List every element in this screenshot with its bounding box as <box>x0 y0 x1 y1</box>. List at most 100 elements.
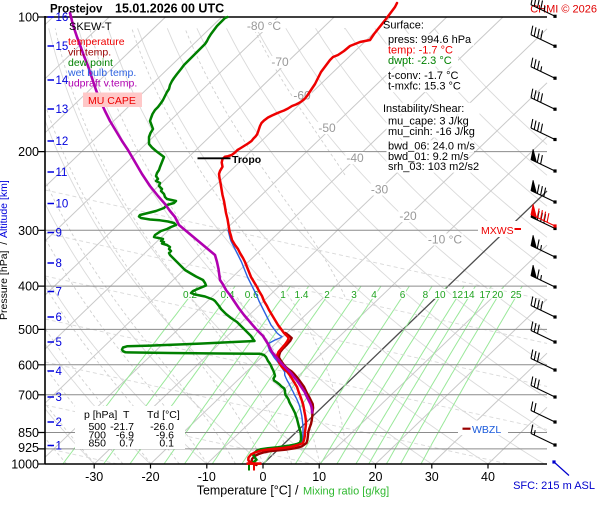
svg-text:Altitude [km]: Altitude [km] <box>0 180 10 238</box>
svg-text:p [hPa]: p [hPa] <box>84 409 117 421</box>
svg-text:12: 12 <box>452 290 464 301</box>
svg-text:dew point: dew point <box>68 57 113 69</box>
svg-text:Pressure [hPa] /: Pressure [hPa] / <box>0 239 10 320</box>
svg-text:9: 9 <box>56 228 62 240</box>
svg-text:bwd_01: 9.2 m/s: bwd_01: 9.2 m/s <box>388 151 469 163</box>
svg-text:MU CAPE: MU CAPE <box>88 95 136 107</box>
svg-text:400: 400 <box>18 280 39 294</box>
svg-text:press: 994.6 hPa: press: 994.6 hPa <box>388 34 472 46</box>
svg-text:850: 850 <box>18 426 39 440</box>
svg-text:Td [°C]: Td [°C] <box>147 409 180 421</box>
svg-text:t-conv: -1.7 °C: t-conv: -1.7 °C <box>388 70 458 82</box>
svg-text:SKEW-T: SKEW-T <box>69 21 112 33</box>
svg-text:-20: -20 <box>141 470 159 484</box>
svg-text:15: 15 <box>56 41 69 53</box>
svg-text:16: 16 <box>56 12 69 24</box>
svg-text:bwd_06: 24.0 m/s: bwd_06: 24.0 m/s <box>388 141 475 153</box>
svg-text:200: 200 <box>18 145 39 159</box>
svg-text:Surface:: Surface: <box>383 20 424 32</box>
svg-text:3: 3 <box>351 290 357 301</box>
svg-text:T: T <box>123 409 130 421</box>
svg-text:0.7: 0.7 <box>119 438 134 450</box>
svg-text:0.2: 0.2 <box>183 290 197 301</box>
svg-text:7: 7 <box>56 287 62 299</box>
svg-text:8: 8 <box>423 290 429 301</box>
svg-text:-10 °C: -10 °C <box>428 233 462 247</box>
svg-text:udpraft v.temp.: udpraft v.temp. <box>68 78 137 90</box>
svg-text:10: 10 <box>312 470 326 484</box>
svg-text:temperature: temperature <box>68 36 125 48</box>
svg-text:MXWS: MXWS <box>481 225 514 237</box>
svg-text:temp: -1.7 °C: temp: -1.7 °C <box>388 45 453 57</box>
svg-text:1.4: 1.4 <box>295 290 309 301</box>
svg-text:10: 10 <box>56 199 69 211</box>
svg-text:4: 4 <box>371 290 377 301</box>
svg-text:13: 13 <box>56 104 69 116</box>
svg-text:11: 11 <box>56 167 68 179</box>
svg-text:20: 20 <box>369 470 383 484</box>
svg-text:4: 4 <box>56 366 63 378</box>
svg-text:srh_03: 103 m2/s2: srh_03: 103 m2/s2 <box>388 161 479 173</box>
svg-text:500: 500 <box>18 323 39 337</box>
svg-text:SFC: 215 m ASL: SFC: 215 m ASL <box>513 480 595 492</box>
svg-text:8: 8 <box>56 258 62 270</box>
svg-text:1: 1 <box>56 441 62 453</box>
svg-text:2: 2 <box>56 417 62 429</box>
svg-text:12: 12 <box>56 136 69 148</box>
svg-text:-40: -40 <box>346 151 364 165</box>
svg-text:0.4: 0.4 <box>221 290 235 301</box>
svg-text:925: 925 <box>18 441 39 455</box>
svg-text:14: 14 <box>463 290 475 301</box>
svg-text:-50: -50 <box>318 121 336 135</box>
svg-text:virt.temp.: virt.temp. <box>68 46 111 58</box>
svg-text:-6.9: -6.9 <box>116 430 134 442</box>
svg-text:Prostejov: Prostejov <box>50 4 103 16</box>
svg-text:Tropo: Tropo <box>232 154 261 166</box>
svg-text:0: 0 <box>260 470 267 484</box>
svg-text:mu_cinh: -16 J/kg: mu_cinh: -16 J/kg <box>388 126 475 138</box>
svg-text:40: 40 <box>481 470 495 484</box>
svg-text:-21.7: -21.7 <box>110 421 134 433</box>
svg-text:mu_cape: 3 J/kg: mu_cape: 3 J/kg <box>388 116 469 128</box>
svg-text:500: 500 <box>88 421 106 433</box>
svg-text:100: 100 <box>18 11 39 25</box>
svg-text:14: 14 <box>56 75 69 87</box>
svg-text:5: 5 <box>56 337 62 349</box>
svg-text:1000: 1000 <box>11 458 39 472</box>
svg-text:Instability/Shear:: Instability/Shear: <box>383 103 464 115</box>
svg-text:1: 1 <box>280 290 286 301</box>
svg-text:0.1: 0.1 <box>159 438 174 450</box>
svg-text:700: 700 <box>88 430 106 442</box>
svg-text:-10: -10 <box>198 470 216 484</box>
svg-text:-60: -60 <box>293 89 311 103</box>
svg-text:WBZL: WBZL <box>472 424 501 436</box>
svg-text:t-mxfc: 15.3 °C: t-mxfc: 15.3 °C <box>388 81 461 93</box>
svg-text:6: 6 <box>56 312 62 324</box>
svg-text:30: 30 <box>425 470 439 484</box>
svg-text:-80 °C: -80 °C <box>247 19 281 33</box>
svg-text:0.6: 0.6 <box>245 290 259 301</box>
svg-text:6: 6 <box>400 290 406 301</box>
svg-text:25: 25 <box>510 290 522 301</box>
svg-text:10: 10 <box>434 290 446 301</box>
svg-text:2: 2 <box>324 290 330 301</box>
svg-text:20: 20 <box>492 290 504 301</box>
svg-text:Mixing ratio [g/kg]: Mixing ratio [g/kg] <box>303 486 389 498</box>
svg-text:-20: -20 <box>399 209 417 223</box>
svg-text:-70: -70 <box>271 55 289 69</box>
svg-text:15.01.2026 00 UTC: 15.01.2026 00 UTC <box>115 2 224 16</box>
svg-text:850: 850 <box>88 438 106 450</box>
svg-text:300: 300 <box>18 224 39 238</box>
svg-text:/: / <box>295 484 299 498</box>
svg-text:-30: -30 <box>371 183 389 197</box>
svg-text:3: 3 <box>56 392 62 404</box>
svg-text:-9.6: -9.6 <box>156 430 174 442</box>
svg-text:wet bulb temp.: wet bulb temp. <box>67 67 136 79</box>
svg-text:17: 17 <box>479 290 491 301</box>
svg-text:-30: -30 <box>85 470 103 484</box>
svg-text:600: 600 <box>18 358 39 372</box>
svg-text:-26.0: -26.0 <box>150 421 174 433</box>
svg-text:Temperature [°C]: Temperature [°C] <box>197 484 292 498</box>
svg-text:dwpt: -2.3 °C: dwpt: -2.3 °C <box>388 55 452 67</box>
svg-text:700: 700 <box>18 388 39 402</box>
